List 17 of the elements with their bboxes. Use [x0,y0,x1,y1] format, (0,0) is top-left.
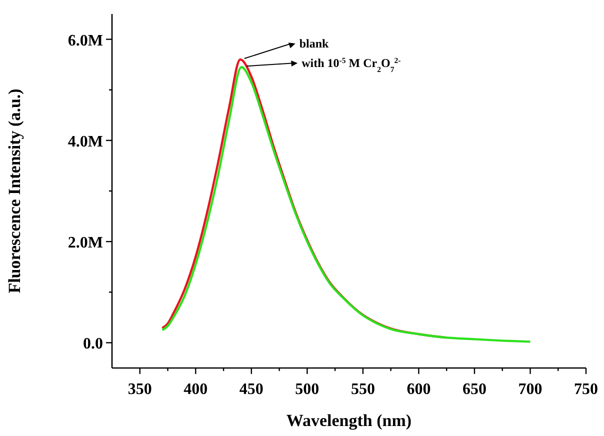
y-tick-label: 0.0 [83,336,103,353]
x-tick-label: 650 [462,381,486,398]
y-tick-label: 4.0M [68,133,103,150]
x-axis-title: Wavelength (nm) [286,411,412,430]
y-axis-title: Fluorescence Intensity (a.u.) [5,88,24,294]
x-tick-label: 500 [295,381,320,398]
x-tick-label: 700 [518,381,542,398]
x-tick-label: 600 [406,381,431,398]
x-tick-label: 350 [128,381,152,398]
x-tick-label: 400 [184,381,208,398]
x-tick-label: 550 [350,381,375,398]
y-tick-label: 2.0M [68,234,103,252]
y-tick-label: 6.0M [68,32,103,50]
annotation: blank [299,36,330,51]
x-tick-label: 750 [574,381,598,398]
line-series [161,66,532,343]
x-tick-label: 450 [239,381,264,398]
